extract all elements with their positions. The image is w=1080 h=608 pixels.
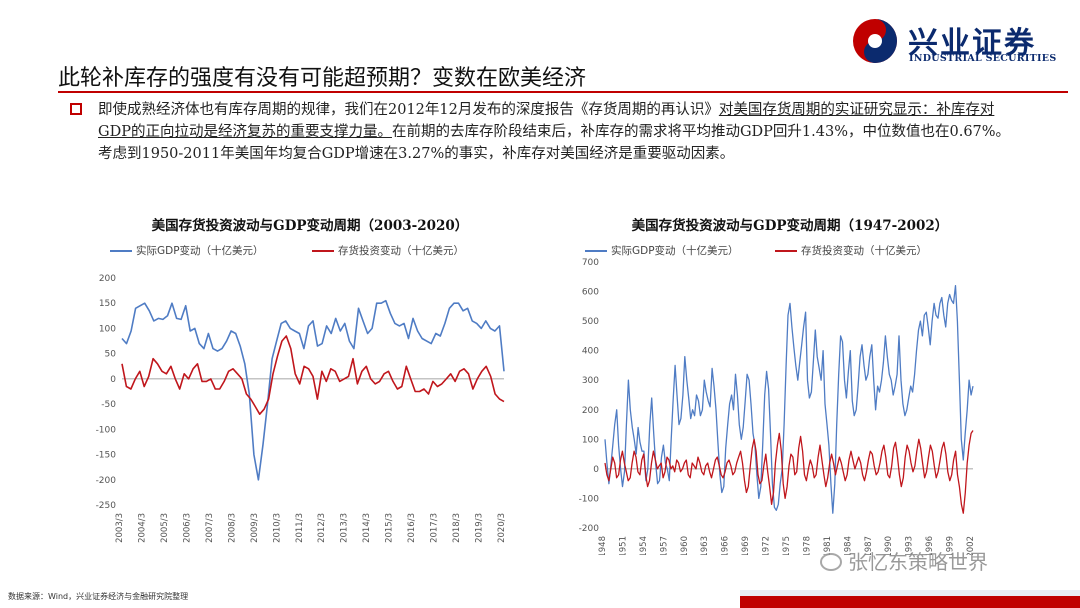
legend-swatch-gdp (585, 249, 607, 252)
logo-en-text: INDUSTRIAL SECURITIES (909, 53, 1057, 64)
legend-label-inventory: 存货投资变动（十亿美元） (801, 245, 927, 257)
legend-label-gdp: 实际GDP变动（十亿美元） (611, 245, 739, 257)
x-tick-label: 1960 (680, 536, 690, 555)
x-tick-label: 1996 (925, 536, 935, 555)
x-tick-label: 1993 (905, 536, 915, 555)
x-tick-label: 2003/3 (115, 513, 125, 543)
x-tick-label: 1981 (823, 536, 833, 555)
chart-legend: 实际GDP变动（十亿美元） 存货投资变动（十亿美元） (80, 243, 540, 259)
legend-swatch-inventory (312, 249, 334, 252)
y-tick-label: 300 (582, 376, 599, 386)
x-tick-label: 1999 (946, 536, 956, 555)
body-segment-1: 即使成熟经济体也有库存周期的规律，我们在2012年12月发布的深度报告《存货周期… (98, 102, 719, 118)
legend-item-inventory: 存货投资变动（十亿美元） (775, 243, 927, 258)
legend-item-inventory: 存货投资变动（十亿美元） (312, 243, 464, 258)
logo-mark-icon (853, 19, 897, 63)
x-tick-label: 2011/3 (295, 513, 305, 543)
title-divider (58, 91, 1068, 93)
x-tick-label: 2012/3 (317, 513, 327, 543)
chart-title: 美国存货投资波动与GDP变动周期（1947-2002） (631, 218, 949, 234)
x-tick-label: 2019/3 (475, 513, 485, 543)
x-tick-label: 1969 (741, 536, 751, 555)
x-tick-label: 1963 (700, 536, 710, 555)
x-tick-label: 1954 (639, 536, 649, 555)
y-tick-label: -50 (101, 400, 116, 410)
y-tick-label: 600 (582, 288, 599, 298)
x-tick-label: 2020/3 (497, 513, 507, 543)
wechat-icon (820, 553, 842, 571)
body-paragraph: 即使成熟经济体也有库存周期的规律，我们在2012年12月发布的深度报告《存货周期… (98, 99, 1016, 165)
bullet-square-icon (70, 103, 82, 115)
legend-swatch-inventory (775, 249, 797, 252)
legend-item-gdp: 实际GDP变动（十亿美元） (585, 243, 739, 258)
footer-band (740, 590, 1080, 596)
source-note: 数据来源：Wind，兴业证券经济与金融研究院整理 (8, 592, 189, 601)
x-tick-label: 1987 (864, 536, 874, 555)
y-tick-label: -200 (96, 476, 117, 486)
x-tick-label: 2018/3 (452, 513, 462, 543)
logo-cn-text: 兴业证券 (908, 26, 1036, 61)
x-tick-label: 2006/3 (182, 513, 192, 543)
x-tick-label: 2009/3 (250, 513, 260, 543)
x-tick-label: 2005/3 (160, 513, 170, 543)
y-tick-label: 100 (99, 324, 116, 334)
x-tick-label: 1948 (598, 536, 608, 555)
x-tick-label: 2015/3 (385, 513, 395, 543)
y-tick-label: 500 (582, 317, 599, 327)
y-tick-label: -150 (96, 451, 117, 461)
page-title: 此轮补库存的强度有没有可能超预期？变数在欧美经济 (58, 66, 587, 91)
watermark: 张忆东策略世界 (820, 546, 988, 575)
y-tick-label: -200 (579, 524, 600, 534)
x-tick-label: 2007/3 (205, 513, 215, 543)
chart-plot-area: -200 -100 0 100 200 300 400 500 600 700 1948 1951 19… (579, 258, 976, 555)
series-line-inventory (121, 335, 505, 415)
x-tick-label: 1984 (843, 536, 853, 555)
chart-title: 美国存货投资波动与GDP变动周期（2003-2020） (151, 218, 469, 234)
y-tick-label: 150 (99, 299, 116, 309)
y-tick-label: 700 (582, 258, 599, 268)
y-tick-label: 0 (593, 465, 599, 475)
x-tick-label: 2010/3 (272, 513, 282, 543)
company-logo: 兴业证券 INDUSTRIAL SECURITIES (852, 16, 1064, 66)
legend-label-inventory: 存货投资变动（十亿美元） (338, 245, 464, 257)
series-line-gdp (121, 299, 505, 481)
chart-2003-2020: 美国存货投资波动与GDP变动周期（2003-2020） 实际GDP变动（十亿美元… (80, 210, 540, 555)
x-tick-label: 1975 (782, 536, 792, 555)
chart-1947-2002: 美国存货投资波动与GDP变动周期（1947-2002） 实际GDP变动（十亿美元… (575, 210, 1005, 555)
series-line-inventory (604, 430, 974, 514)
body-segment-3: 在前期的去库存阶段结束后，补库存的需求将平均推动GDP回升1.43%，中位数值也… (98, 124, 1011, 162)
y-tick-label: 400 (582, 347, 599, 357)
x-tick-label: 2008/3 (227, 513, 237, 543)
x-tick-label: 2014/3 (362, 513, 372, 543)
x-tick-label: 1978 (802, 536, 812, 555)
x-tick-label: 2016/3 (407, 513, 417, 543)
y-tick-label: -250 (96, 501, 117, 511)
y-tick-label: -100 (579, 494, 600, 504)
legend-item-gdp: 实际GDP变动（十亿美元） (110, 243, 264, 258)
series-line-gdp (604, 284, 974, 514)
x-tick-label: 2002 (966, 536, 976, 555)
body-segment-underlined: 对美国存货周期的实证研究显示：补库存对GDP的正向拉动是经济复苏的重要支撑力量。 (98, 102, 995, 140)
y-tick-label: 50 (105, 350, 117, 360)
y-tick-label: -100 (96, 425, 117, 435)
watermark-text: 张忆东策略世界 (848, 550, 988, 574)
chart-plot-area: -250 -200 -150 -100 -50 0 50 100 150 200 2003/3 200… (96, 274, 507, 543)
legend-swatch-gdp (110, 249, 132, 252)
y-tick-label: 200 (99, 274, 116, 284)
chart-legend: 实际GDP变动（十亿美元） 存货投资变动（十亿美元） (575, 243, 1005, 259)
x-tick-label: 1990 (884, 536, 894, 555)
x-tick-label: 2013/3 (340, 513, 350, 543)
y-tick-label: 200 (582, 406, 599, 416)
y-tick-label: 100 (582, 435, 599, 445)
x-tick-label: 1951 (618, 536, 628, 555)
x-tick-label: 2004/3 (137, 513, 147, 543)
x-tick-label: 1966 (721, 536, 731, 555)
x-tick-label: 2017/3 (430, 513, 440, 543)
x-tick-label: 1957 (659, 536, 669, 555)
y-tick-label: 0 (110, 375, 116, 385)
legend-label-gdp: 实际GDP变动（十亿美元） (136, 245, 264, 257)
footer-accent-bar (740, 596, 1080, 608)
x-tick-label: 1972 (762, 536, 772, 555)
